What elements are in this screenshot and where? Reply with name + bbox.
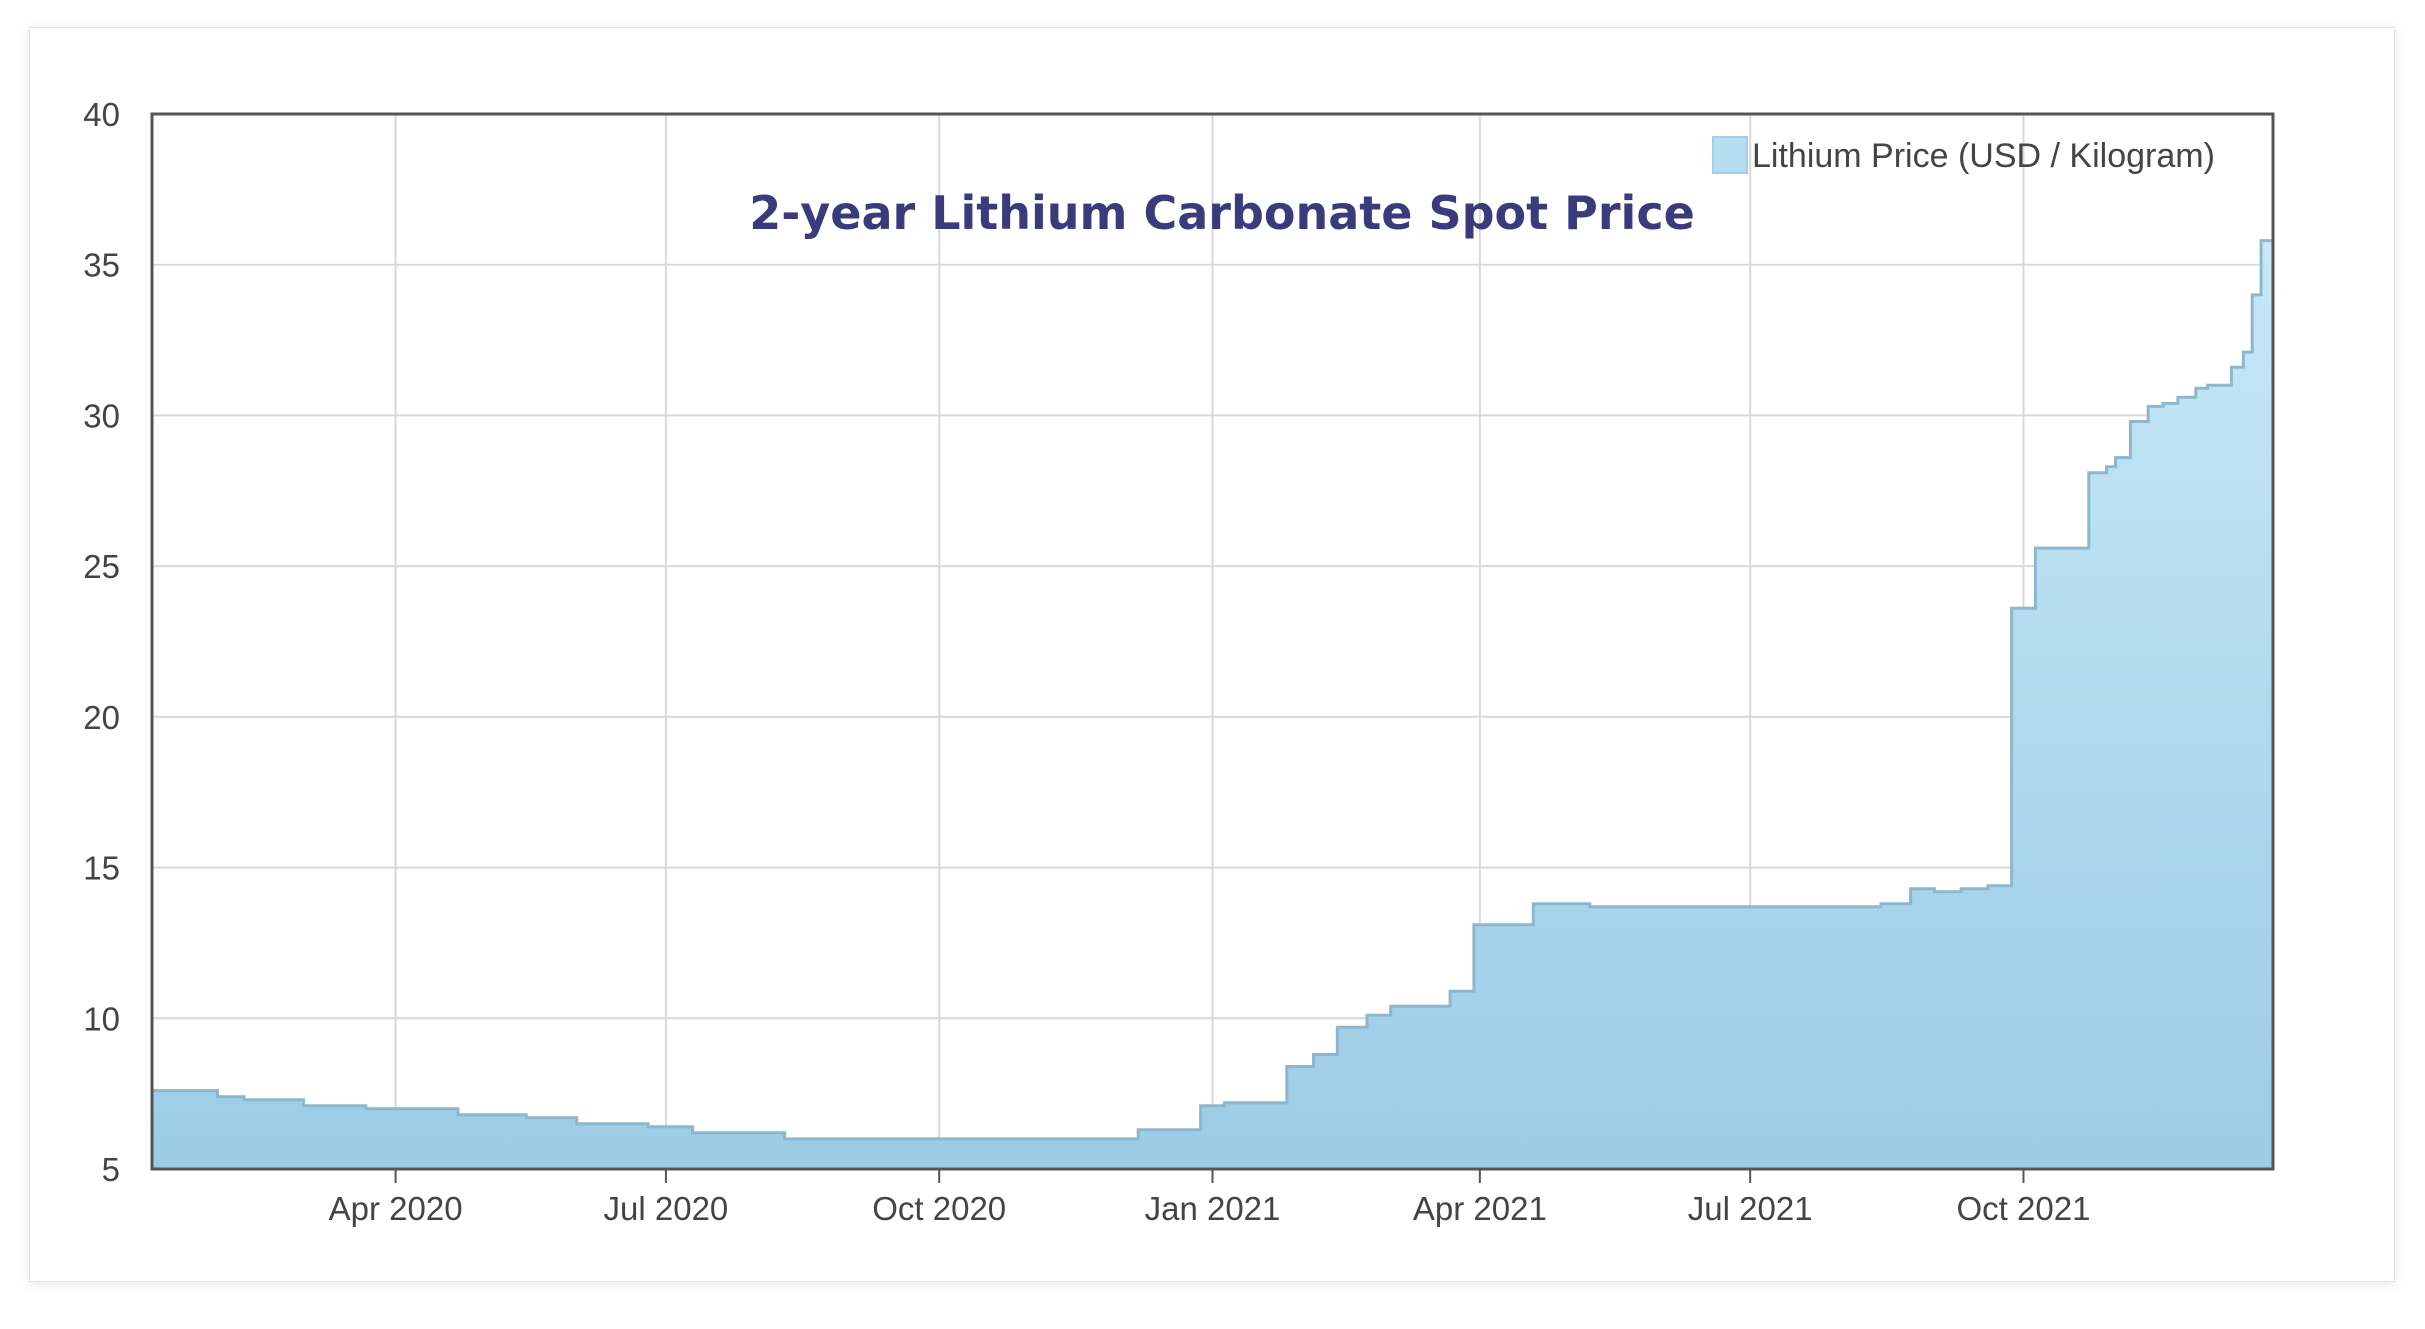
x-tick-label: Jul 2020 <box>604 1190 729 1227</box>
y-tick-label: 40 <box>83 96 120 133</box>
x-tick-label: Apr 2021 <box>1413 1190 1547 1227</box>
chart-title: 2-year Lithium Carbonate Spot Price <box>749 186 1695 240</box>
x-tick-label: Oct 2020 <box>872 1190 1006 1227</box>
price-line <box>152 239 2273 1141</box>
y-axis-ticks: 5 10 15 20 25 30 35 40 <box>83 96 120 1188</box>
legend-label: Lithium Price (USD / Kilogram) <box>1752 137 2215 175</box>
x-axis-ticks: Apr 2020 Jul 2020 Oct 2020 Jan 2021 Apr 2021… <box>329 1169 2091 1227</box>
y-tick-label: 5 <box>102 1151 120 1188</box>
x-tick-label: Oct 2021 <box>1957 1190 2091 1227</box>
y-tick-label: 25 <box>83 548 120 585</box>
x-tick-label: Jan 2021 <box>1145 1190 1281 1227</box>
y-tick-label: 35 <box>83 247 120 284</box>
y-tick-label: 30 <box>83 397 120 434</box>
legend: Lithium Price (USD / Kilogram) <box>1712 136 2215 175</box>
x-tick-label: Jul 2021 <box>1688 1190 1813 1227</box>
legend-swatch <box>1712 136 1748 174</box>
price-area <box>152 240 2273 1170</box>
y-tick-label: 15 <box>83 850 120 887</box>
x-tick-label: Apr 2020 <box>329 1190 463 1227</box>
y-tick-label: 20 <box>83 699 120 736</box>
y-tick-label: 10 <box>83 1000 120 1037</box>
